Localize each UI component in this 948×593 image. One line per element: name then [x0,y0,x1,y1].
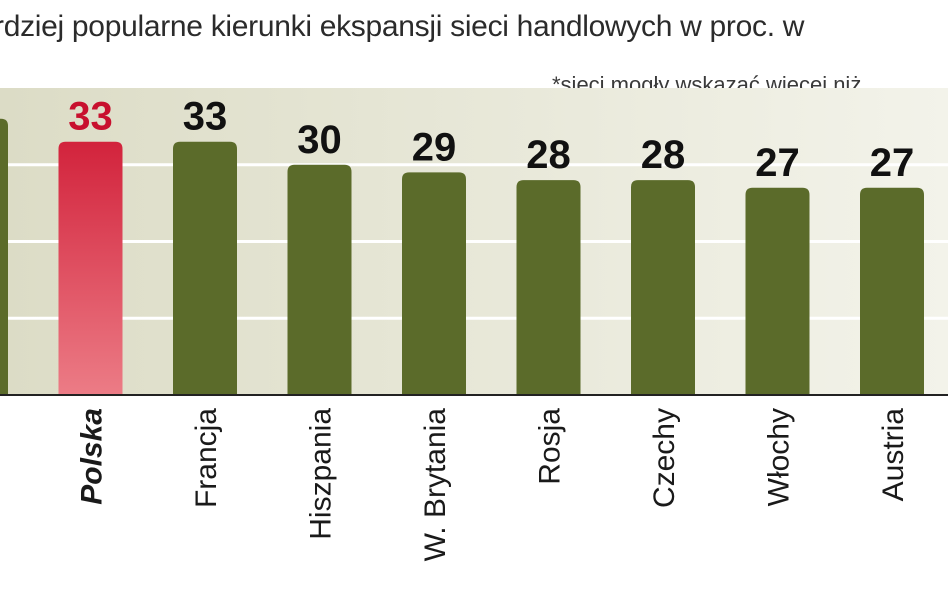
bar-w-ochy [745,187,810,395]
bars [0,118,924,395]
tick-label-polska: Polska [76,408,109,505]
category-labels: Polska Francja Hiszpania W. Brytania Rosja Cz… [76,408,911,562]
tick-label-czechy: Czechy [648,408,681,508]
tick-label-austria: Austria [877,408,910,502]
bar-czechy [631,180,695,395]
bar-austria [860,187,924,395]
value-label-hiszpania: 30 [297,118,342,162]
value-label-francja: 33 [183,95,228,139]
value-label-polska: 33 [68,95,113,139]
bar-francja [173,141,237,395]
value-label-czechy: 28 [641,133,686,177]
tick-label-w-brytania: W. Brytania [419,408,452,562]
value-labels: 33 33 30 29 28 28 27 27 [68,95,914,185]
bar-rosja [516,180,581,395]
tick-label-w-ochy: Włochy [763,408,796,506]
value-label-rosja: 28 [526,133,571,177]
bar-polska [58,141,123,395]
tick-label-francja: Francja [190,408,223,508]
value-label-w-ochy: 27 [755,141,800,185]
bar-hiszpania [287,164,352,395]
value-label-w-brytania: 29 [412,125,457,169]
value-label-austria: 27 [870,141,915,185]
chart-title: rdziej popularne kierunki ekspansji siec… [0,10,805,43]
bar-w-brytania [402,172,466,395]
tick-label-rosja: Rosja [534,408,567,485]
bar-cut-off [0,118,8,395]
tick-label-hiszpania: Hiszpania [305,408,338,540]
